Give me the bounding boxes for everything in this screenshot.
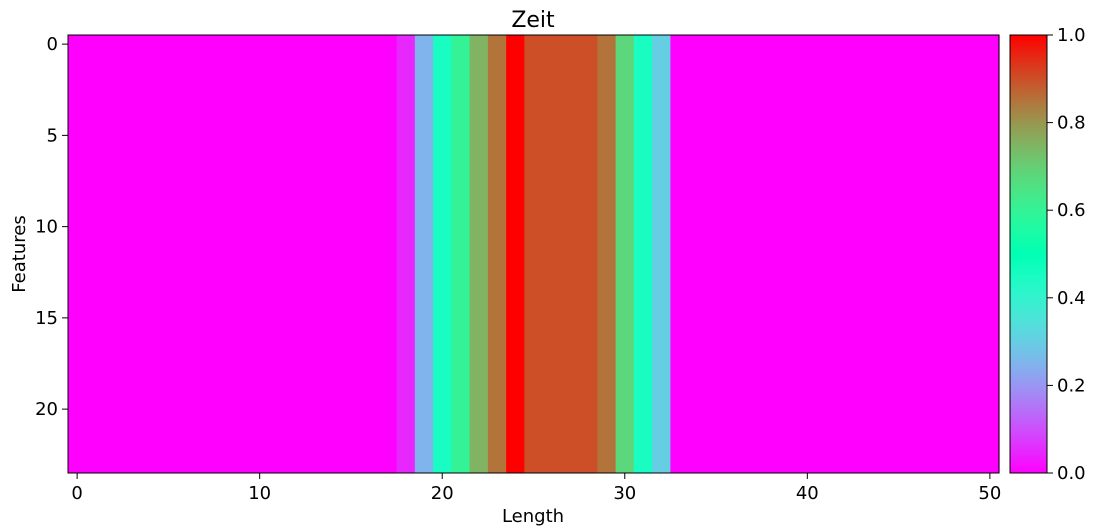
heatmap-column [560, 35, 580, 473]
x-tick-label: 40 [796, 483, 819, 504]
x-tick-label: 20 [431, 483, 454, 504]
heatmap-column [907, 35, 927, 473]
heatmap-column [871, 35, 891, 473]
heatmap-column [779, 35, 799, 473]
heatmap-column [980, 35, 1000, 473]
x-tick-label: 10 [248, 483, 271, 504]
heatmap-column [104, 35, 124, 473]
heatmap-column [889, 35, 909, 473]
colorbar [1009, 34, 1048, 474]
heatmap-column [414, 35, 434, 473]
heatmap-column [816, 35, 836, 473]
colorbar-tick-label: 0.2 [1057, 375, 1086, 396]
heatmap-column [287, 35, 306, 473]
heatmap-column [232, 35, 252, 473]
x-tick-label: 30 [613, 483, 636, 504]
heatmap-column [652, 35, 672, 473]
heatmap-column [68, 35, 87, 473]
heatmap-column [925, 35, 945, 473]
heatmap-column [141, 35, 160, 473]
heatmap-column [214, 35, 233, 473]
heatmap-column [305, 35, 325, 473]
heatmap-column [798, 35, 818, 473]
y-axis-label: Features [9, 215, 30, 292]
heatmap-column [688, 35, 708, 473]
colorbar-tick-label: 0.4 [1057, 288, 1086, 309]
y-tick-label: 20 [35, 399, 58, 420]
heatmap-column [433, 35, 452, 473]
y-axis: 0 5 10 15 20 [35, 34, 68, 420]
colorbar-ticks: 0.0 0.2 0.4 0.6 0.8 1.0 [1047, 25, 1086, 484]
heatmap-column [834, 35, 854, 473]
x-axis-label: Length [502, 506, 564, 527]
heatmap-column [360, 35, 379, 473]
heatmap-column [944, 35, 964, 473]
x-tick-label: 50 [978, 483, 1001, 504]
colorbar-tick-label: 0.6 [1057, 200, 1086, 221]
heatmap-column [396, 35, 416, 473]
heatmap-column [268, 35, 288, 473]
heatmap-column [323, 35, 343, 473]
heatmap-column [177, 35, 197, 473]
plot-frame [67, 34, 1000, 474]
heatmap-column [579, 35, 598, 473]
colorbar-tick-label: 0.8 [1057, 113, 1086, 134]
heatmap-column [250, 35, 270, 473]
heatmap-column [615, 35, 635, 473]
heatmap-column [378, 35, 398, 473]
heatmap-column [86, 35, 106, 473]
heatmap-column [469, 35, 489, 473]
heatmap-column [725, 35, 745, 473]
chart-title: Zeit [511, 8, 555, 33]
heatmap-cells [68, 35, 1000, 473]
heatmap-column [524, 35, 544, 473]
heatmap-column [487, 35, 507, 473]
heatmap-column [195, 35, 215, 473]
y-tick-label: 15 [35, 308, 58, 329]
colorbar-tick-label: 0.0 [1057, 463, 1086, 484]
heatmap-column [761, 35, 781, 473]
x-tick-label: 0 [71, 483, 82, 504]
y-tick-label: 10 [35, 217, 58, 238]
heatmap-column [159, 35, 179, 473]
heatmap-column [670, 35, 690, 473]
heatmap-column [633, 35, 653, 473]
heatmap-column [743, 35, 763, 473]
colorbar-tick-label: 1.0 [1057, 25, 1086, 46]
heatmap-column [597, 35, 617, 473]
heatmap-column [852, 35, 872, 473]
heatmap-column [506, 35, 525, 473]
heatmap-column [451, 35, 471, 473]
heatmap-column [962, 35, 982, 473]
heatmap-column [122, 35, 142, 473]
x-axis: 0 10 20 30 40 50 [71, 473, 1001, 504]
heatmap-column [542, 35, 562, 473]
y-tick-label: 5 [47, 125, 58, 146]
heatmap-column [341, 35, 361, 473]
heatmap-column [706, 35, 726, 473]
y-tick-label: 0 [47, 34, 58, 55]
